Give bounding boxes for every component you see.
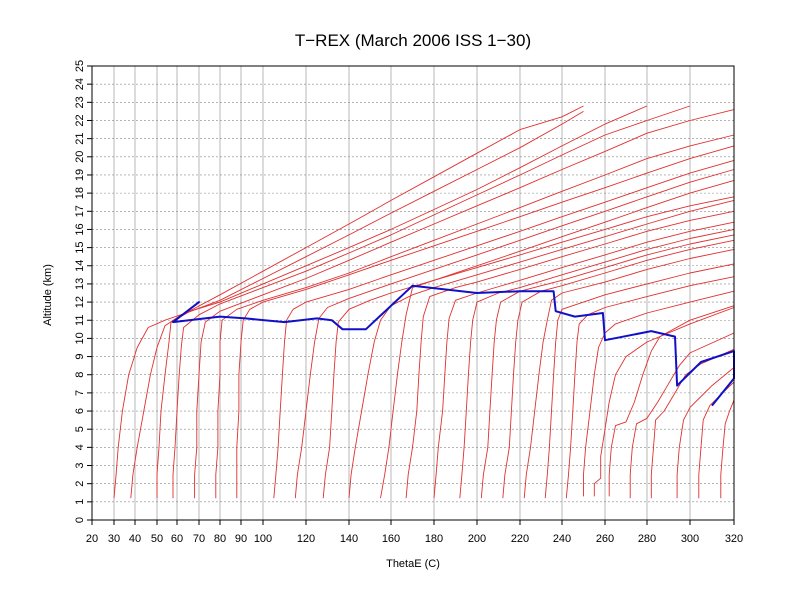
y-tick-label: 1 xyxy=(74,499,86,505)
y-tick-label: 19 xyxy=(74,169,86,181)
chart-title: T−REX (March 2006 ISS 1−30) xyxy=(295,31,531,50)
sounding-line xyxy=(405,210,735,499)
tropopause-line xyxy=(172,284,735,407)
x-tick-labels: 20 30 40 50 60 70 80 90 100 120 140 160 180 200 220 240… xyxy=(86,520,743,545)
x-tick-label: 60 xyxy=(171,533,183,545)
y-tick-label: 22 xyxy=(74,114,86,126)
sounding-lines xyxy=(113,105,735,499)
sounding-line xyxy=(322,179,735,499)
y-tick-label: 7 xyxy=(74,390,86,396)
sounding-line xyxy=(172,105,691,499)
x-tick-label: 260 xyxy=(596,533,614,545)
y-tick-label: 23 xyxy=(74,96,86,108)
sounding-line xyxy=(608,305,735,497)
sounding-line xyxy=(130,111,584,499)
sounding-line xyxy=(544,263,735,499)
y-tick-label: 11 xyxy=(74,315,86,326)
y-tick-labels: 0123456789101112131415161718192021222324… xyxy=(74,60,92,523)
sounding-line xyxy=(480,234,735,499)
x-tick-label: 160 xyxy=(382,533,400,545)
sounding-line xyxy=(113,105,584,499)
sounding-line xyxy=(215,134,735,499)
y-tick-label: 3 xyxy=(74,462,86,468)
y-tick-label: 5 xyxy=(74,426,86,432)
sounding-line xyxy=(273,159,735,499)
x-tick-label: 80 xyxy=(214,533,226,545)
y-tick-label: 12 xyxy=(74,296,86,308)
y-tick-label: 24 xyxy=(74,78,86,90)
x-axis-label: ThetaE (C) xyxy=(386,558,440,570)
x-tick-label: 20 xyxy=(86,533,98,545)
y-tick-label: 25 xyxy=(74,60,86,72)
y-tick-label: 0 xyxy=(74,517,86,523)
y-tick-label: 9 xyxy=(74,353,86,359)
sounding-line xyxy=(629,332,735,499)
y-tick-label: 2 xyxy=(74,481,86,487)
x-tick-label: 30 xyxy=(108,533,120,545)
y-tick-label: 18 xyxy=(74,187,86,199)
y-tick-label: 8 xyxy=(74,372,86,378)
x-tick-label: 300 xyxy=(681,533,699,545)
y-tick-label: 6 xyxy=(74,408,86,414)
y-tick-label: 21 xyxy=(74,133,86,145)
x-tick-label: 320 xyxy=(725,533,743,545)
y-tick-label: 10 xyxy=(74,332,86,344)
y-tick-label: 15 xyxy=(74,241,86,253)
x-tick-label: 50 xyxy=(151,533,163,545)
grid xyxy=(91,65,735,521)
y-tick-label: 17 xyxy=(74,205,86,217)
sounding-line xyxy=(433,221,735,499)
x-tick-label: 70 xyxy=(193,533,205,545)
sounding-line xyxy=(236,145,735,499)
y-tick-label: 16 xyxy=(74,223,86,235)
sounding-line xyxy=(676,367,735,499)
sounding-line xyxy=(156,105,648,499)
sounding-line xyxy=(348,199,735,499)
sounding-line xyxy=(194,109,735,499)
sounding-line xyxy=(459,228,735,499)
x-tick-label: 40 xyxy=(129,533,141,545)
sounding-line xyxy=(523,248,735,499)
sounding-line xyxy=(583,290,735,497)
x-tick-label: 180 xyxy=(425,533,443,545)
sounding-line xyxy=(565,276,735,499)
x-tick-label: 90 xyxy=(235,533,247,545)
sounding-line xyxy=(294,169,735,499)
y-tick-label: 14 xyxy=(74,260,86,272)
sounding-line xyxy=(720,399,735,499)
x-tick-label: 240 xyxy=(553,533,571,545)
x-tick-label: 220 xyxy=(511,533,529,545)
x-tick-label: 140 xyxy=(340,533,358,545)
y-tick-label: 20 xyxy=(74,151,86,163)
x-tick-label: 200 xyxy=(468,533,486,545)
x-tick-label: 120 xyxy=(297,533,315,545)
y-axis-label: Altitude (km) xyxy=(42,264,54,326)
plot-frame xyxy=(91,65,735,521)
x-tick-label: 280 xyxy=(638,533,656,545)
sounding-line xyxy=(502,239,735,499)
sounding-line xyxy=(380,196,735,499)
y-tick-label: 4 xyxy=(74,444,86,450)
y-tick-label: 13 xyxy=(74,278,86,290)
tropopause-path xyxy=(172,284,735,407)
x-tick-label: 100 xyxy=(254,533,272,545)
